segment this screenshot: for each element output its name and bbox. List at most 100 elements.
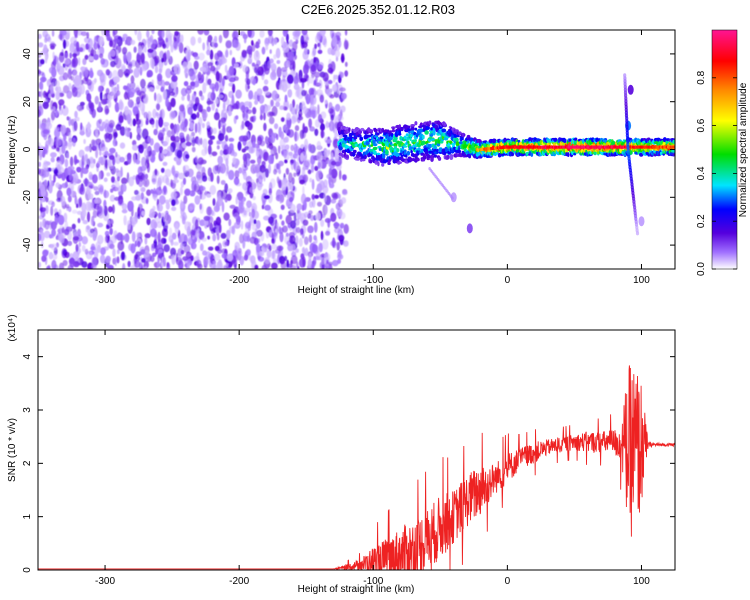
noise-blob (149, 39, 156, 50)
noise-blob (72, 177, 77, 186)
noise-blob (153, 194, 158, 202)
noise-blob (116, 83, 120, 93)
noise-blob (161, 30, 165, 39)
signal-blob (503, 137, 507, 143)
noise-blob (314, 128, 319, 136)
signal-blob (364, 154, 367, 160)
signal-blob (382, 153, 386, 159)
noise-blob (82, 219, 88, 225)
noise-blob (334, 132, 339, 138)
noise-blob (197, 157, 204, 166)
noise-blob (300, 193, 307, 205)
noise-blob (93, 186, 99, 191)
noise-blob (257, 136, 263, 146)
noise-blob (38, 109, 41, 118)
noise-blob (301, 89, 307, 97)
noise-blob (92, 139, 98, 151)
signal-blob (339, 138, 343, 142)
snr-scale-label: (x10⁴) (7, 314, 18, 341)
noise-blob (129, 81, 136, 90)
noise-blob (201, 237, 207, 242)
noise-blob (123, 91, 129, 100)
noise-blob (50, 205, 54, 216)
spectrogram-noise (38, 30, 349, 269)
noise-blob (196, 122, 201, 133)
noise-blob (311, 179, 315, 190)
noise-blob (144, 266, 148, 269)
noise-blob (206, 193, 212, 198)
noise-blob (242, 110, 246, 119)
noise-blob (253, 256, 256, 266)
noise-blob (172, 179, 179, 184)
noise-blob (121, 203, 128, 211)
noise-blob (253, 115, 257, 122)
noise-blob (280, 131, 285, 140)
signal-blob (353, 138, 357, 142)
noise-blob (69, 47, 73, 53)
noise-blob (300, 152, 304, 162)
noise-blob (273, 38, 278, 45)
noise-blob (60, 124, 67, 135)
noise-blob (141, 59, 145, 65)
noise-blob (123, 85, 128, 90)
noise-blob (195, 179, 199, 187)
noise-blob (66, 90, 73, 99)
noise-blob (276, 222, 279, 230)
noise-blob (207, 144, 212, 155)
noise-blob (264, 168, 269, 178)
noise-blob (67, 240, 73, 246)
noise-blob (87, 181, 94, 187)
signal-blob (427, 157, 430, 161)
noise-blob (226, 253, 234, 262)
snr-line (38, 365, 675, 570)
noise-blob (38, 103, 43, 109)
signal-blob (403, 145, 408, 148)
noise-blob (293, 145, 301, 156)
noise-blob (63, 58, 71, 65)
noise-blob (186, 85, 192, 91)
noise-blob (189, 202, 196, 210)
noise-blob (175, 252, 179, 262)
noise-blob (201, 73, 205, 83)
noise-blob (114, 256, 118, 267)
signal-blob (410, 133, 413, 138)
noise-blob (150, 119, 155, 125)
noise-blob (171, 75, 178, 83)
noise-blob (290, 115, 297, 124)
noise-blob (165, 202, 170, 210)
signal-blob (410, 124, 416, 127)
noise-blob (282, 125, 286, 131)
noise-blob (194, 219, 199, 230)
noise-blob (80, 185, 84, 193)
noise-blob (303, 160, 310, 168)
colorbar-gradient (711, 29, 738, 270)
noise-blob (344, 70, 349, 77)
noise-blob (282, 42, 290, 53)
noise-blob (52, 253, 58, 260)
noise-blob (293, 172, 297, 177)
noise-blob (213, 112, 220, 121)
noise-blob (201, 111, 208, 119)
noise-blob (168, 235, 174, 243)
noise-blob (169, 91, 176, 97)
noise-blob (156, 93, 162, 104)
noise-blob (62, 104, 66, 109)
noise-blob (156, 203, 163, 212)
noise-blob (43, 44, 48, 55)
noise-blob (40, 229, 44, 236)
noise-blob (221, 109, 225, 118)
noise-blob (41, 197, 45, 203)
noise-blob (268, 116, 275, 125)
noise-blob (289, 196, 294, 203)
noise-blob (323, 149, 330, 157)
noise-blob (139, 90, 146, 100)
noise-blob (107, 99, 112, 108)
noise-blob (191, 136, 196, 147)
noise-blob (294, 131, 298, 142)
noise-blob (144, 149, 149, 158)
signal-blob (571, 150, 574, 155)
noise-blob (62, 72, 69, 81)
noise-blob (111, 176, 115, 183)
noise-blob (74, 75, 81, 86)
noise-blob (184, 188, 191, 196)
